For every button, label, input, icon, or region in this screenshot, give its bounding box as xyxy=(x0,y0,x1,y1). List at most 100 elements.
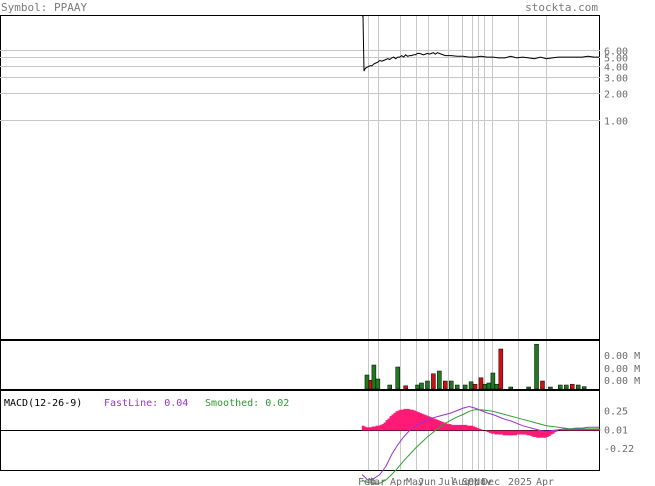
x-tick-label: Jul xyxy=(438,477,456,486)
macd-panel: MACD(12-26-9) FastLine: 0.04 Smoothed: 0… xyxy=(0,390,634,484)
x-tick-label: Aug xyxy=(452,477,470,486)
macd-histogram-bar xyxy=(375,425,379,431)
macd-histogram-bar xyxy=(540,430,543,438)
macd-histogram-bar xyxy=(373,426,377,431)
macd-histogram-bar xyxy=(435,419,438,431)
volume-bar xyxy=(468,381,474,390)
macd-histogram-bar xyxy=(451,424,454,431)
macd-histogram-bar xyxy=(413,410,416,431)
macd-histogram-bar xyxy=(377,425,381,431)
macd-histogram-bar xyxy=(365,427,369,431)
macd-histogram-bar xyxy=(544,430,547,438)
volume-bar xyxy=(490,372,496,390)
volume-bar xyxy=(482,383,488,390)
macd-histogram-bar xyxy=(566,428,569,431)
macd-histogram-bar xyxy=(577,428,581,431)
macd-histogram-bar xyxy=(405,408,408,431)
x-tick-label: 2025 xyxy=(508,477,532,486)
macd-histogram-bar xyxy=(363,426,367,431)
macd-histogram-bar xyxy=(478,428,482,431)
macd-histogram-bar xyxy=(480,429,484,431)
macd-title: MACD(12-26-9) xyxy=(4,398,82,409)
volume-panel: 0.00 M0.00 M0.00 M xyxy=(0,340,640,390)
macd-histogram-bar xyxy=(591,428,595,431)
macd-histogram-bar xyxy=(520,430,523,435)
macd-histogram-bar xyxy=(556,430,559,432)
macd-histogram-bar xyxy=(441,421,444,431)
macd-histogram-bar xyxy=(439,420,442,431)
x-tick-label: Mar xyxy=(368,477,386,486)
macd-histogram-bar xyxy=(536,430,539,438)
macd-histogram-bar xyxy=(512,430,515,436)
macd-histogram-bar xyxy=(550,430,553,435)
macd-histogram-bar xyxy=(542,430,545,438)
macd-histogram-bar xyxy=(407,408,410,431)
macd-histogram-bar xyxy=(546,430,549,437)
macd-histogram-bar xyxy=(429,416,432,431)
macd-histogram-bar xyxy=(403,408,406,431)
volume-bar xyxy=(364,374,370,390)
x-tick-label: Sep xyxy=(462,477,480,486)
price-tick-label: 3.00 xyxy=(604,74,628,85)
volume-bar xyxy=(581,386,587,390)
macd-histogram-bar xyxy=(494,430,498,435)
macd-histogram-bar xyxy=(433,418,436,431)
macd-histogram-bar xyxy=(597,428,601,431)
macd-histogram-bar xyxy=(504,430,507,436)
macd-histogram-bar xyxy=(522,430,525,435)
volume-bar xyxy=(437,370,442,390)
macd-histogram-bar xyxy=(411,409,414,431)
volume-bars xyxy=(364,343,587,390)
volume-bar xyxy=(472,383,478,390)
macd-histogram-bar xyxy=(470,425,474,431)
macd-histogram-bar xyxy=(560,429,563,431)
macd-histogram-bar xyxy=(538,430,541,438)
macd-histogram-bar xyxy=(458,424,462,431)
x-tick-label: Nov xyxy=(474,477,492,486)
macd-histogram-bar xyxy=(369,427,373,431)
price-tick-label: 6.00 xyxy=(604,47,628,58)
macd-histogram-bar xyxy=(570,428,573,431)
macd-histogram-bar xyxy=(409,409,412,431)
volume-bar xyxy=(419,382,424,390)
macd-histogram-bar xyxy=(528,430,531,436)
volume-bar xyxy=(526,386,531,390)
macd-histogram-bar xyxy=(593,428,597,431)
macd-histogram-bar xyxy=(427,416,430,431)
volume-bar xyxy=(395,366,400,390)
macd-histogram-bar xyxy=(387,418,390,431)
macd-histogram-bar xyxy=(419,412,422,431)
macd-histogram-bar xyxy=(490,430,494,434)
price-axis-ticks: 6.005.004.003.00 2.00 1.00 xyxy=(604,47,628,128)
volume-bar xyxy=(448,380,454,390)
x-tick-label: Dec xyxy=(482,477,500,486)
macd-histogram-bar xyxy=(518,430,521,435)
macd-histogram-bar xyxy=(385,420,388,431)
macd-histogram-bar xyxy=(425,415,428,431)
macd-fast-line xyxy=(361,405,599,481)
x-tick-label: Apr xyxy=(390,477,408,486)
macd-histogram-bar xyxy=(462,424,466,431)
macd-histogram-bar xyxy=(526,430,529,436)
macd-histogram-bar xyxy=(574,428,577,431)
volume-bar xyxy=(569,383,575,390)
macd-histogram-bar xyxy=(575,428,579,431)
macd-histogram-bar xyxy=(437,420,440,431)
macd-histogram-bar xyxy=(476,428,480,431)
macd-histogram-bar xyxy=(496,430,500,435)
macd-histogram-bar xyxy=(383,422,387,431)
macd-histogram-bar xyxy=(572,428,575,431)
macd-histogram-bar xyxy=(484,430,488,432)
volume-bar xyxy=(425,380,430,390)
macd-histogram-bar xyxy=(367,427,371,431)
price-panel-frame xyxy=(0,15,600,340)
macd-histogram-bar xyxy=(456,424,460,431)
volume-bar xyxy=(415,384,420,390)
x-tick-label: Feb xyxy=(358,477,376,486)
macd-histogram-bar xyxy=(530,430,533,437)
macd-histogram-bar xyxy=(514,430,517,436)
volume-bar xyxy=(498,348,504,390)
macd-histogram-bar xyxy=(548,430,551,437)
